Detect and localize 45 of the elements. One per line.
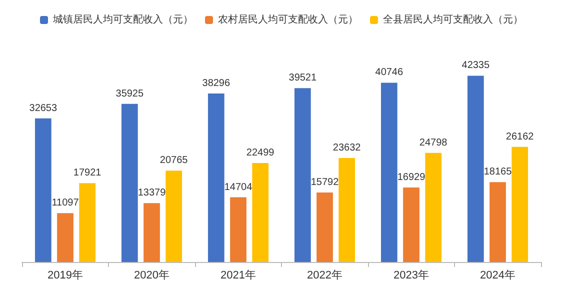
bar [316, 192, 333, 262]
bar [230, 197, 246, 262]
data-label: 11097 [52, 198, 80, 209]
data-label: 23632 [332, 142, 362, 154]
data-label: 39521 [288, 72, 317, 84]
data-label: 14704 [224, 182, 253, 193]
bar [425, 152, 442, 262]
bar [208, 94, 224, 262]
bar [338, 158, 356, 262]
data-label: 20765 [160, 155, 188, 166]
data-label: 15792 [310, 177, 340, 188]
data-label: 24798 [419, 137, 448, 148]
legend-label: 全县居民人均可支配收入（元） [383, 14, 523, 26]
bar [34, 118, 52, 262]
legend-label: 城镇居民人均可支配收入（元） [52, 14, 193, 26]
bar [294, 88, 311, 262]
data-label: 40746 [375, 67, 404, 78]
data-label: 22499 [246, 148, 275, 159]
bar [121, 104, 138, 262]
bar [403, 188, 420, 262]
data-label: 17921 [73, 168, 102, 179]
data-label: 16929 [397, 172, 426, 184]
x-tick-label: 2021年 [220, 270, 256, 282]
x-tick-label: 2023年 [394, 270, 429, 282]
data-label: 13379 [138, 188, 166, 199]
data-label: 26162 [506, 131, 534, 142]
x-tick-label: 2022年 [307, 270, 342, 282]
data-label: 35925 [116, 88, 144, 100]
data-label: 32653 [29, 102, 58, 114]
x-tick-label: 2020年 [134, 270, 170, 282]
bar [57, 213, 74, 262]
legend-label: 农村居民人均可支配收入（元） [218, 14, 358, 26]
bar [144, 203, 160, 262]
data-label: 18165 [484, 166, 512, 178]
bar [166, 170, 182, 262]
x-tick-label: 2024年 [480, 270, 516, 282]
bar [252, 163, 269, 262]
bar [467, 76, 484, 262]
data-label: 38296 [202, 78, 230, 89]
data-label: 42335 [462, 60, 490, 72]
x-tick-label: 2019年 [48, 270, 83, 282]
bar [79, 183, 96, 262]
bar [490, 182, 506, 262]
bar [512, 146, 528, 262]
bar [380, 82, 398, 262]
